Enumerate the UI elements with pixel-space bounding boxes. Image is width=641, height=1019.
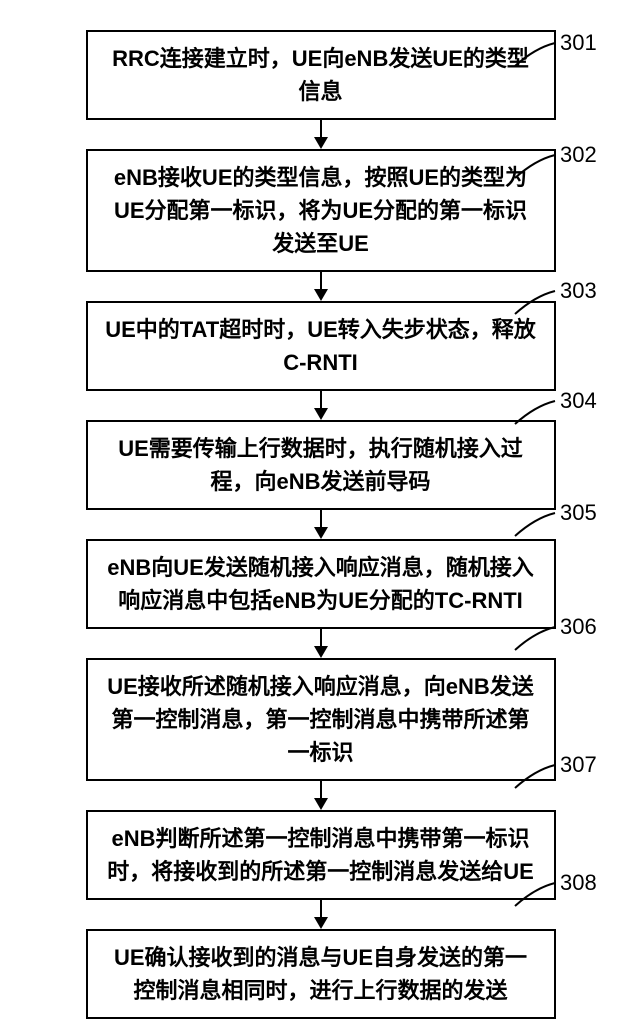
label-connector — [515, 160, 555, 180]
label-connector — [515, 632, 555, 652]
arrow-down — [314, 781, 328, 810]
flowchart-node-2: eNB接收UE的类型信息，按照UE的类型为UE分配第一标识，将为UE分配的第一标… — [86, 149, 556, 272]
arrow-down — [314, 900, 328, 929]
node-text: UE中的TAT超时时，UE转入失步状态，释放C-RNTI — [104, 313, 538, 379]
node-label-5: 305 — [560, 500, 597, 526]
flowchart-node-3: UE中的TAT超时时，UE转入失步状态，释放C-RNTI — [86, 301, 556, 391]
arrow-line — [320, 781, 322, 799]
node-label-7: 307 — [560, 752, 597, 778]
node-text: eNB向UE发送随机接入响应消息，随机接入响应消息中包括eNB为UE分配的TC-… — [104, 551, 538, 617]
arrow-down — [314, 391, 328, 420]
flowchart-node-1: RRC连接建立时，UE向eNB发送UE的类型信息 — [86, 30, 556, 120]
arrow-line — [320, 510, 322, 528]
arrow-line — [320, 272, 322, 290]
arrow-line — [320, 120, 322, 138]
arrow-down — [314, 120, 328, 149]
arrow-down — [314, 510, 328, 539]
label-connector — [515, 770, 555, 790]
flowchart-node-6: UE接收所述随机接入响应消息，向eNB发送第一控制消息，第一控制消息中携带所述第… — [86, 658, 556, 781]
node-label-2: 302 — [560, 142, 597, 168]
arrow-line — [320, 391, 322, 409]
node-text: eNB接收UE的类型信息，按照UE的类型为UE分配第一标识，将为UE分配的第一标… — [104, 161, 538, 260]
arrow-head-icon — [314, 798, 328, 810]
arrow-down — [314, 629, 328, 658]
arrow-head-icon — [314, 527, 328, 539]
node-text: UE确认接收到的消息与UE自身发送的第一控制消息相同时，进行上行数据的发送 — [104, 941, 538, 1007]
node-text: eNB判断所述第一控制消息中携带第一标识时，将接收到的所述第一控制消息发送给UE — [104, 822, 538, 888]
label-connector — [515, 518, 555, 538]
label-connector — [515, 296, 555, 316]
flowchart-node-8: UE确认接收到的消息与UE自身发送的第一控制消息相同时，进行上行数据的发送 — [86, 929, 556, 1019]
node-text: UE接收所述随机接入响应消息，向eNB发送第一控制消息，第一控制消息中携带所述第… — [104, 670, 538, 769]
label-connector — [515, 406, 555, 426]
arrow-down — [314, 272, 328, 301]
arrow-line — [320, 900, 322, 918]
node-label-6: 306 — [560, 614, 597, 640]
arrow-head-icon — [314, 408, 328, 420]
node-label-1: 301 — [560, 30, 597, 56]
node-label-4: 304 — [560, 388, 597, 414]
flowchart-node-7: eNB判断所述第一控制消息中携带第一标识时，将接收到的所述第一控制消息发送给UE — [86, 810, 556, 900]
flowchart-node-5: eNB向UE发送随机接入响应消息，随机接入响应消息中包括eNB为UE分配的TC-… — [86, 539, 556, 629]
node-text: UE需要传输上行数据时，执行随机接入过程，向eNB发送前导码 — [104, 432, 538, 498]
label-connector — [515, 888, 555, 908]
node-label-8: 308 — [560, 870, 597, 896]
label-connector — [515, 48, 555, 68]
node-text: RRC连接建立时，UE向eNB发送UE的类型信息 — [104, 42, 538, 108]
node-label-3: 303 — [560, 278, 597, 304]
arrow-head-icon — [314, 646, 328, 658]
arrow-head-icon — [314, 289, 328, 301]
arrow-head-icon — [314, 137, 328, 149]
flowchart-node-4: UE需要传输上行数据时，执行随机接入过程，向eNB发送前导码 — [86, 420, 556, 510]
arrow-head-icon — [314, 917, 328, 929]
arrow-line — [320, 629, 322, 647]
